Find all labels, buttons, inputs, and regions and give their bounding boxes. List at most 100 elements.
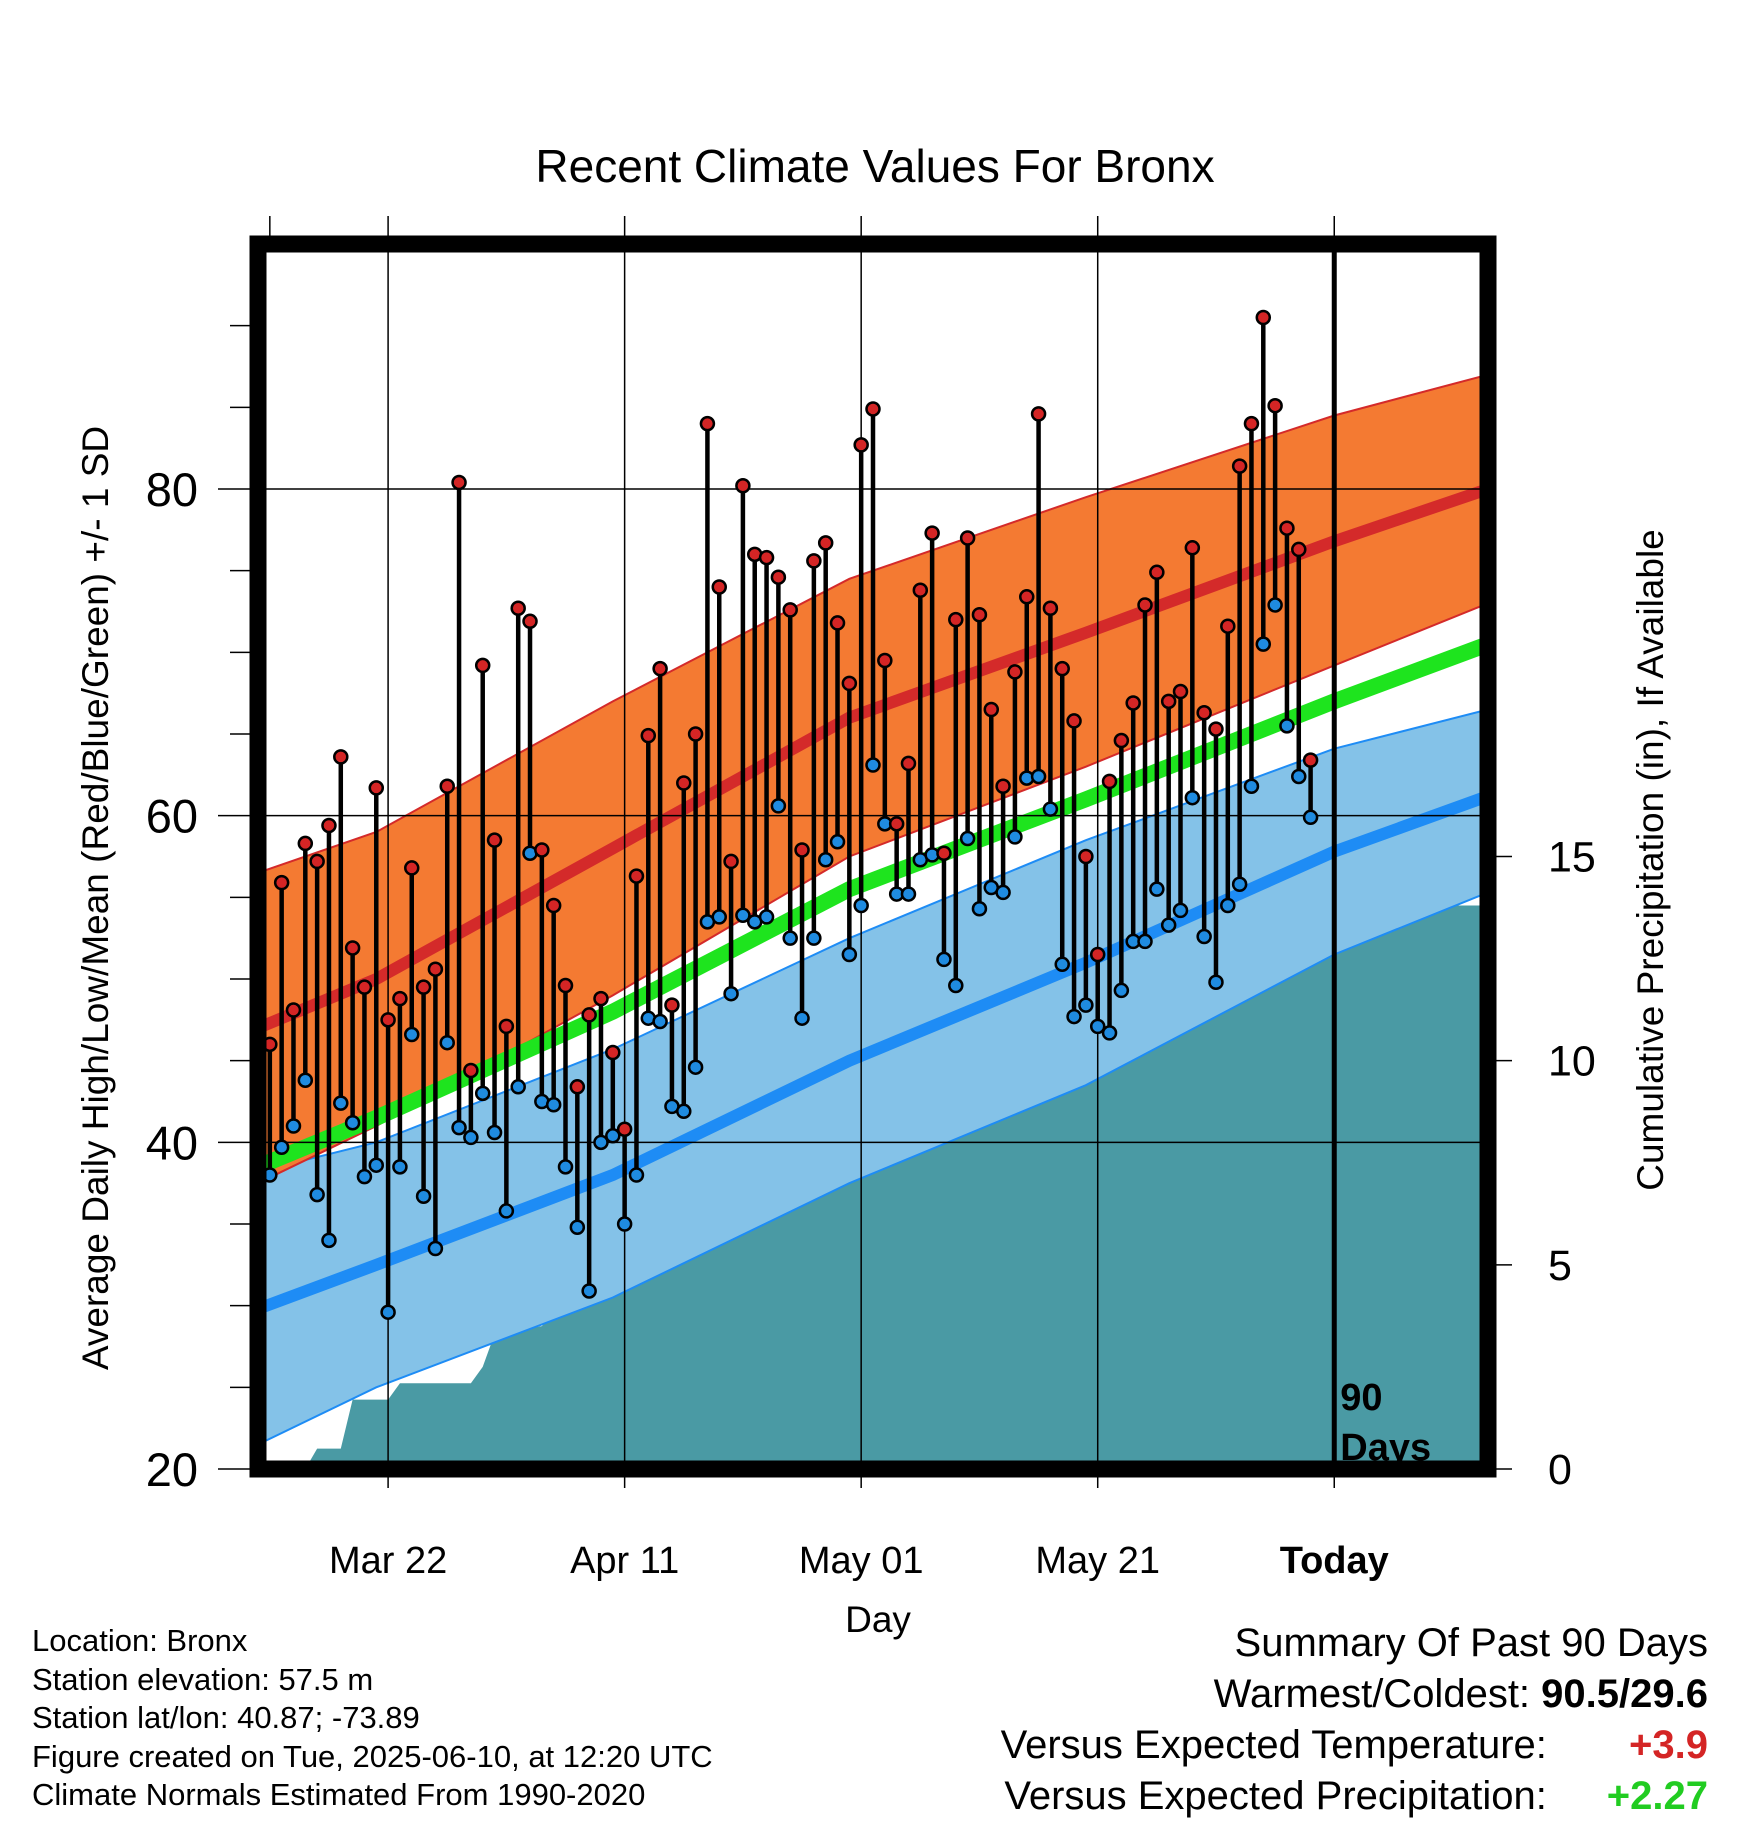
daily-high-point [581,1007,597,1023]
daily-low-point [959,830,976,847]
daily-low-point [1137,933,1153,950]
daily-low-point [1267,597,1283,613]
daily-high-point [1101,773,1118,790]
daily-low-point [900,886,917,902]
daily-low-point [723,985,739,1002]
daily-low-point [1007,829,1023,845]
daily-high-point [545,897,562,914]
daily-high-point [309,853,325,870]
daily-high-point [616,1121,633,1138]
temp-value: +3.9 [1629,1723,1708,1767]
daily-high-point [380,1012,396,1028]
daily-low-point [545,1097,562,1113]
daily-low-point [853,897,869,914]
daily-low-point [687,1059,704,1075]
daily-low-point [995,884,1011,901]
daily-high-point [439,778,455,795]
daily-low-point [404,1026,420,1043]
daily-high-point [699,415,716,432]
daily-low-point [309,1186,325,1203]
daily-high-point [569,1079,586,1095]
daily-high-point [1172,683,1189,700]
daily-low-point [285,1118,302,1134]
summary-panel: Summary Of Past 90 Days Warmest/Coldest:… [1001,1618,1708,1822]
daily-high-point [959,530,976,546]
daily-low-point [817,852,834,868]
daily-high-point [557,977,574,994]
temp-row: Versus Expected Temperature: +3.9 [1001,1720,1708,1771]
daily-low-point [1066,1008,1082,1025]
daily-low-point [1231,876,1248,893]
daily-high-point [1030,406,1047,422]
x-axis-label: Day [845,1599,911,1640]
daily-low-point [1196,928,1212,945]
y-right-tick-label: 5 [1548,1242,1572,1290]
daily-low-point [1113,982,1130,999]
daily-low-point [1160,917,1177,933]
daily-high-point [415,979,432,995]
summary-heading: Summary Of Past 90 Days [1234,1621,1708,1665]
x-tick-label: Mar 22 [329,1540,447,1582]
daily-high-point [912,582,929,599]
daily-low-point [758,909,775,925]
elevation-text: Station elevation: 57.5 m [32,1661,374,1697]
precip-label: Versus Expected Precipitation: [1004,1774,1547,1818]
daily-high-point [273,874,290,891]
x-tick-label: Apr 11 [570,1540,679,1582]
x-tick-label: May 21 [1035,1540,1160,1582]
y-right-tick-label: 15 [1548,834,1596,882]
daily-high-point [534,842,550,858]
daily-low-point [948,977,964,994]
daily-low-point [829,834,846,850]
daily-high-point [1196,705,1212,721]
daily-high-point [1113,732,1130,749]
daily-low-point [510,1079,526,1095]
daily-low-point [463,1129,479,1146]
daily-high-point [1019,589,1035,605]
daily-low-point [971,901,988,917]
daily-low-point [1279,718,1295,734]
daily-high-point [1231,458,1248,474]
daily-high-point [806,553,822,569]
daily-high-point [853,437,869,453]
daily-high-point [1078,848,1094,865]
y-axis-label: Average Daily High/Low/Mean (Red/Blue/Gr… [75,426,116,1370]
normals-text: Climate Normals Estimated From 1990-2020 [32,1777,646,1812]
daily-high-point [404,860,420,876]
daily-high-point [817,535,834,551]
daily-high-point [877,652,893,669]
daily-high-point [1302,752,1319,768]
y-tick-label: 20 [146,1443,198,1496]
daily-low-point [652,1013,668,1030]
plot-inner [258,0,1488,1469]
daily-low-point [451,1119,467,1136]
daily-low-point [380,1304,396,1320]
daily-high-point [356,979,373,995]
daily-high-point [983,701,1000,718]
daily-high-point [297,835,314,852]
daily-low-point [1316,0,1329,7]
daily-high-point [344,940,361,956]
precip-area [258,905,1488,1469]
y-tick-label: 60 [146,790,198,843]
daily-high-point [888,816,905,832]
daily-high-point [652,660,668,677]
daily-low-point [474,1085,491,1102]
daily-high-point [321,817,337,834]
daily-low-point [427,1240,444,1257]
precip-row: Versus Expected Precipitation: +2.27 [1001,1771,1708,1822]
daily-low-point [936,951,952,968]
daily-high-point [463,1062,479,1079]
daily-high-point [333,749,349,765]
daily-high-point [676,775,692,791]
daily-high-point [948,611,964,628]
daily-high-point [368,780,385,796]
daily-high-point [829,615,846,631]
daily-high-point [723,853,739,870]
daily-high-point [285,1002,302,1018]
temp-label: Versus Expected Temperature: [1000,1723,1547,1767]
today-line-label: 90 [1340,1377,1382,1419]
y-right-tick-label: 10 [1548,1038,1596,1086]
daily-low-point [392,1159,408,1175]
